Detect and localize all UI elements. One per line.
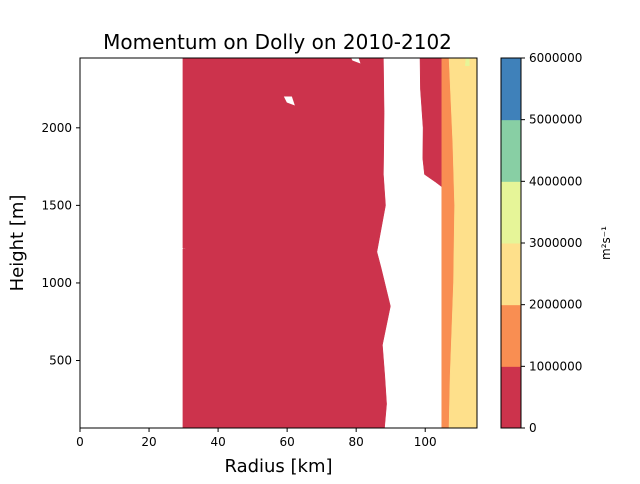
colorbar-segment-3 bbox=[501, 181, 521, 244]
colorbar-tick-label: 6000000 bbox=[529, 51, 582, 65]
x-tick-label: 100 bbox=[414, 435, 437, 449]
contour-bands bbox=[182, 58, 477, 428]
colorbar-segment-0 bbox=[501, 366, 521, 429]
x-tick-label: 0 bbox=[76, 435, 84, 449]
y-tick-label: 2000 bbox=[41, 121, 72, 135]
contour-band-0-polygon-0 bbox=[182, 58, 391, 428]
colorbar-segment-4 bbox=[501, 119, 521, 182]
chart-title: Momentum on Dolly on 2010-2102 bbox=[103, 30, 452, 54]
x-tick-label: 20 bbox=[141, 435, 156, 449]
y-axis-label: Height [m] bbox=[7, 195, 28, 292]
colorbar-ticks: 0 1000000 2000000 3000000 4000000 5000000 6000… bbox=[521, 51, 582, 435]
y-tick-label: 500 bbox=[49, 354, 72, 368]
colorbar-segments bbox=[501, 58, 521, 429]
colorbar-tick-label: 1000000 bbox=[529, 359, 582, 373]
colorbar-tick-label: 3000000 bbox=[529, 236, 582, 250]
y-tick-label: 1000 bbox=[41, 276, 72, 290]
white-notch-1 bbox=[283, 96, 295, 106]
plot-frame bbox=[79, 57, 478, 429]
y-axis: 500 1000 1500 2000 bbox=[41, 121, 80, 368]
x-tick-label: 80 bbox=[349, 435, 364, 449]
x-tick-label: 40 bbox=[210, 435, 225, 449]
colorbar-tick-label: 4000000 bbox=[529, 174, 582, 188]
colorbar-segment-1 bbox=[501, 304, 521, 367]
colorbar-segment-5 bbox=[501, 58, 521, 121]
colorbar: 0 1000000 2000000 3000000 4000000 5000000 6000… bbox=[500, 51, 613, 435]
colorbar-segment-2 bbox=[501, 243, 521, 306]
x-tick-label: 60 bbox=[279, 435, 294, 449]
white-notches bbox=[283, 58, 361, 106]
plot-area bbox=[79, 57, 478, 429]
x-axis: 0 20 40 60 80 100 bbox=[76, 428, 437, 449]
x-axis-label: Radius [km] bbox=[224, 456, 332, 477]
contour-band-4-polygon-0 bbox=[465, 58, 470, 67]
colorbar-tick-label: 2000000 bbox=[529, 298, 582, 312]
contour-band-3-polygon-0 bbox=[448, 58, 477, 428]
y-tick-label: 1500 bbox=[41, 198, 72, 212]
colorbar-tick-label: 0 bbox=[529, 421, 537, 435]
colorbar-label: m²s⁻¹ bbox=[599, 226, 613, 260]
colorbar-tick-label: 5000000 bbox=[529, 113, 582, 127]
white-notch-0 bbox=[351, 58, 361, 64]
